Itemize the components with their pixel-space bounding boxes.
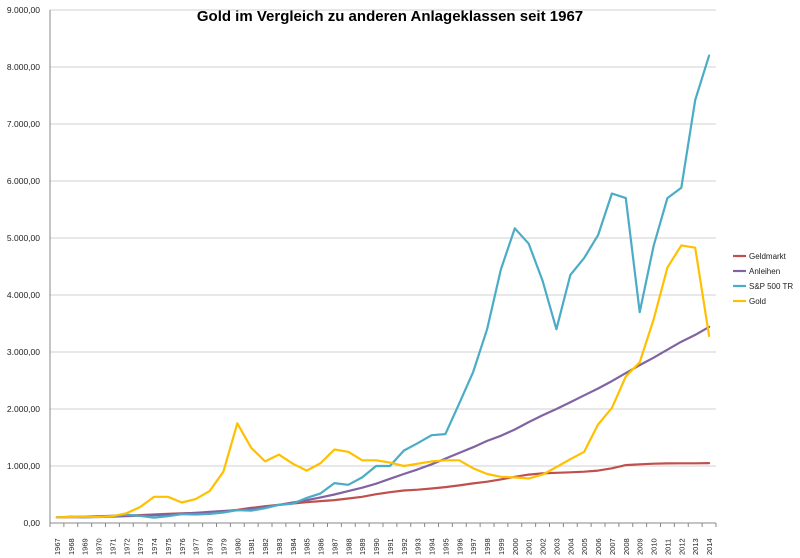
x-tick-label-1973: 1973 [136, 538, 145, 555]
x-axis-tick-labels: 1967 1968 1969 1970 1971 1972 1973 1974 1975 1976… [49, 523, 717, 555]
x-tick-label-1968: 1968 [67, 538, 76, 555]
x-tick-label-2006: 2006 [594, 538, 603, 555]
x-tick-label-2003: 2003 [552, 538, 561, 555]
x-tick-label-1986: 1986 [317, 538, 326, 555]
y-tick-label-8: 8.000,00 [7, 62, 40, 72]
x-tick-label-1970: 1970 [95, 538, 104, 555]
y-tick-label-9: 9.000,00 [7, 5, 40, 15]
x-tick-label-1987: 1987 [330, 538, 339, 555]
x-tick-label-1996: 1996 [455, 538, 464, 555]
x-tick-label-1974: 1974 [150, 538, 159, 555]
x-tick-label-1978: 1978 [206, 538, 215, 555]
x-tick-label-1976: 1976 [178, 538, 187, 555]
y-tick-label-2: 2.000,00 [7, 404, 40, 414]
x-tick-label-1967: 1967 [53, 538, 62, 555]
x-tick-label-1981: 1981 [247, 538, 256, 555]
x-tick-label-1971: 1971 [108, 538, 117, 555]
x-tick-label-1999: 1999 [497, 538, 506, 555]
x-tick-label-1969: 1969 [81, 538, 90, 555]
x-tick-label-2007: 2007 [608, 538, 617, 555]
x-tick-label-1998: 1998 [483, 538, 492, 555]
x-tick-label-2005: 2005 [580, 538, 589, 555]
y-tick-label-5: 5.000,00 [7, 233, 40, 243]
x-tick-label-1972: 1972 [122, 538, 131, 555]
y-axis-tick-labels: 0,00 1.000,00 2.000,00 3.000,00 4.000,00 5.00… [7, 5, 40, 528]
x-tick-label-2004: 2004 [566, 538, 575, 555]
y-tick-label-3: 3.000,00 [7, 347, 40, 357]
x-tick-label-1993: 1993 [414, 538, 423, 555]
x-tick-label-1992: 1992 [400, 538, 409, 555]
legend-label-geldmarkt: Geldmarkt [749, 252, 787, 261]
x-tick-label-2001: 2001 [525, 538, 534, 555]
legend-label-anleihen: Anleihen [749, 267, 780, 276]
x-tick-label-2002: 2002 [539, 538, 548, 555]
x-tick-label-1979: 1979 [219, 538, 228, 555]
chart-title: Gold im Vergleich zu anderen Anlageklass… [197, 8, 583, 25]
y-tick-label-6: 6.000,00 [7, 176, 40, 186]
legend-label-s-p-500-tr: S&P 500 TR [749, 282, 793, 291]
x-tick-label-1988: 1988 [344, 538, 353, 555]
series-line-geldmarkt [55, 462, 711, 519]
series-lines [55, 54, 711, 519]
x-tick-label-2010: 2010 [650, 538, 659, 555]
x-tick-label-1983: 1983 [275, 538, 284, 555]
series-line-gold [55, 244, 711, 519]
x-tick-label-1989: 1989 [358, 538, 367, 555]
x-tick-label-2009: 2009 [636, 538, 645, 555]
x-tick-label-1990: 1990 [372, 538, 381, 555]
y-tick-label-7: 7.000,00 [7, 119, 40, 129]
x-tick-label-2012: 2012 [677, 538, 686, 555]
x-tick-label-2000: 2000 [511, 538, 520, 555]
x-tick-label-2011: 2011 [663, 539, 672, 555]
x-tick-label-1975: 1975 [164, 538, 173, 555]
x-tick-label-2008: 2008 [622, 538, 631, 555]
y-tick-label-0: 0,00 [23, 518, 40, 528]
legend-label-gold: Gold [749, 297, 766, 306]
series-line-s-p-500-tr [55, 54, 711, 519]
legend: Geldmarkt Anleihen S&P 500 TR Gold [733, 252, 793, 306]
series-line-anleihen [55, 325, 711, 519]
x-tick-label-1995: 1995 [441, 538, 450, 555]
x-tick-label-1997: 1997 [469, 538, 478, 555]
x-tick-label-1984: 1984 [289, 538, 298, 555]
x-tick-label-1977: 1977 [192, 538, 201, 555]
x-tick-label-1994: 1994 [428, 538, 437, 555]
x-tick-label-1982: 1982 [261, 538, 270, 555]
x-tick-label-1985: 1985 [303, 538, 312, 555]
x-tick-label-1980: 1980 [233, 538, 242, 555]
y-tick-label-1: 1.000,00 [7, 461, 40, 471]
x-tick-label-2014: 2014 [705, 538, 714, 555]
gridlines [49, 9, 716, 524]
x-tick-label-2013: 2013 [691, 538, 700, 555]
x-tick-label-1991: 1991 [386, 538, 395, 555]
y-tick-label-4: 4.000,00 [7, 290, 40, 300]
